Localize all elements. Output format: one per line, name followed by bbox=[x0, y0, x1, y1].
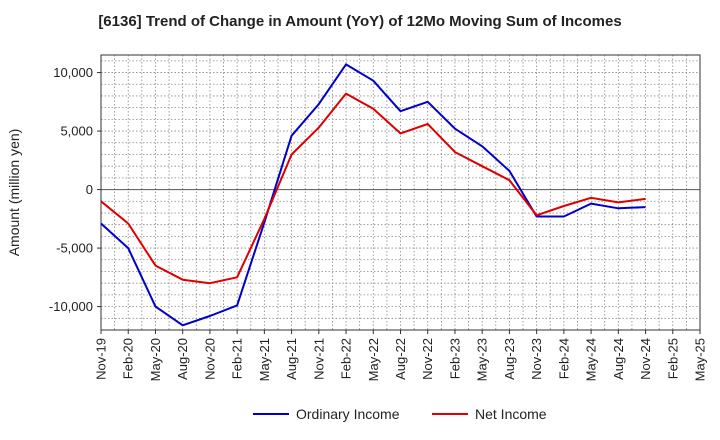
chart-title: [6136] Trend of Change in Amount (YoY) o… bbox=[98, 13, 621, 30]
x-tick-label: Nov-19 bbox=[94, 338, 109, 380]
x-tick-label: Nov-20 bbox=[202, 338, 217, 380]
x-tick-label: Aug-21 bbox=[284, 338, 299, 380]
series-group bbox=[100, 63, 646, 327]
axes: 10,000 5,000 0 -5,000 -10,000 Nov-19 Feb-20 May… bbox=[49, 54, 708, 381]
x-tick-label: Nov-21 bbox=[311, 338, 326, 380]
x-tick-label: Nov-23 bbox=[529, 338, 544, 380]
grid bbox=[100, 55, 701, 331]
x-tick-label: May-20 bbox=[148, 338, 163, 381]
x-tick-label: Nov-24 bbox=[638, 338, 653, 380]
y-tick-label: 5,000 bbox=[60, 124, 93, 139]
x-tick-label: Aug-20 bbox=[175, 338, 190, 380]
x-tick-label: Feb-25 bbox=[665, 338, 680, 379]
x-tick-label: Aug-24 bbox=[611, 338, 626, 380]
x-tick-label: Feb-23 bbox=[447, 338, 462, 379]
y-axis-label: Amount (million yen) bbox=[6, 129, 22, 257]
legend-label-ordinary-income: Ordinary Income bbox=[296, 406, 400, 422]
x-tick-label: Nov-22 bbox=[420, 338, 435, 380]
x-tick-label: May-23 bbox=[475, 338, 490, 381]
x-tick-label: Feb-21 bbox=[230, 338, 245, 379]
x-tick-label: Aug-22 bbox=[393, 338, 408, 380]
x-tick-label: May-22 bbox=[366, 338, 381, 381]
x-tick-label: May-21 bbox=[257, 338, 272, 381]
x-tick-label: May-24 bbox=[584, 338, 599, 381]
x-tick-label: May-25 bbox=[693, 338, 708, 381]
legend-label-net-income: Net Income bbox=[475, 406, 547, 422]
y-tick-label: -10,000 bbox=[49, 299, 93, 314]
y-tick-label: 0 bbox=[86, 182, 93, 197]
x-tick-label: Feb-20 bbox=[121, 338, 136, 379]
legend: Ordinary Income Net Income bbox=[253, 406, 547, 422]
y-tick-label: -5,000 bbox=[56, 241, 93, 256]
series-line-net-income bbox=[100, 92, 646, 285]
x-tick-label: Feb-22 bbox=[339, 338, 354, 379]
y-tick-label: 10,000 bbox=[53, 65, 93, 80]
series-line-ordinary-income bbox=[100, 63, 646, 327]
x-tick-label: Aug-23 bbox=[502, 338, 517, 380]
x-tick-label: Feb-24 bbox=[556, 338, 571, 379]
